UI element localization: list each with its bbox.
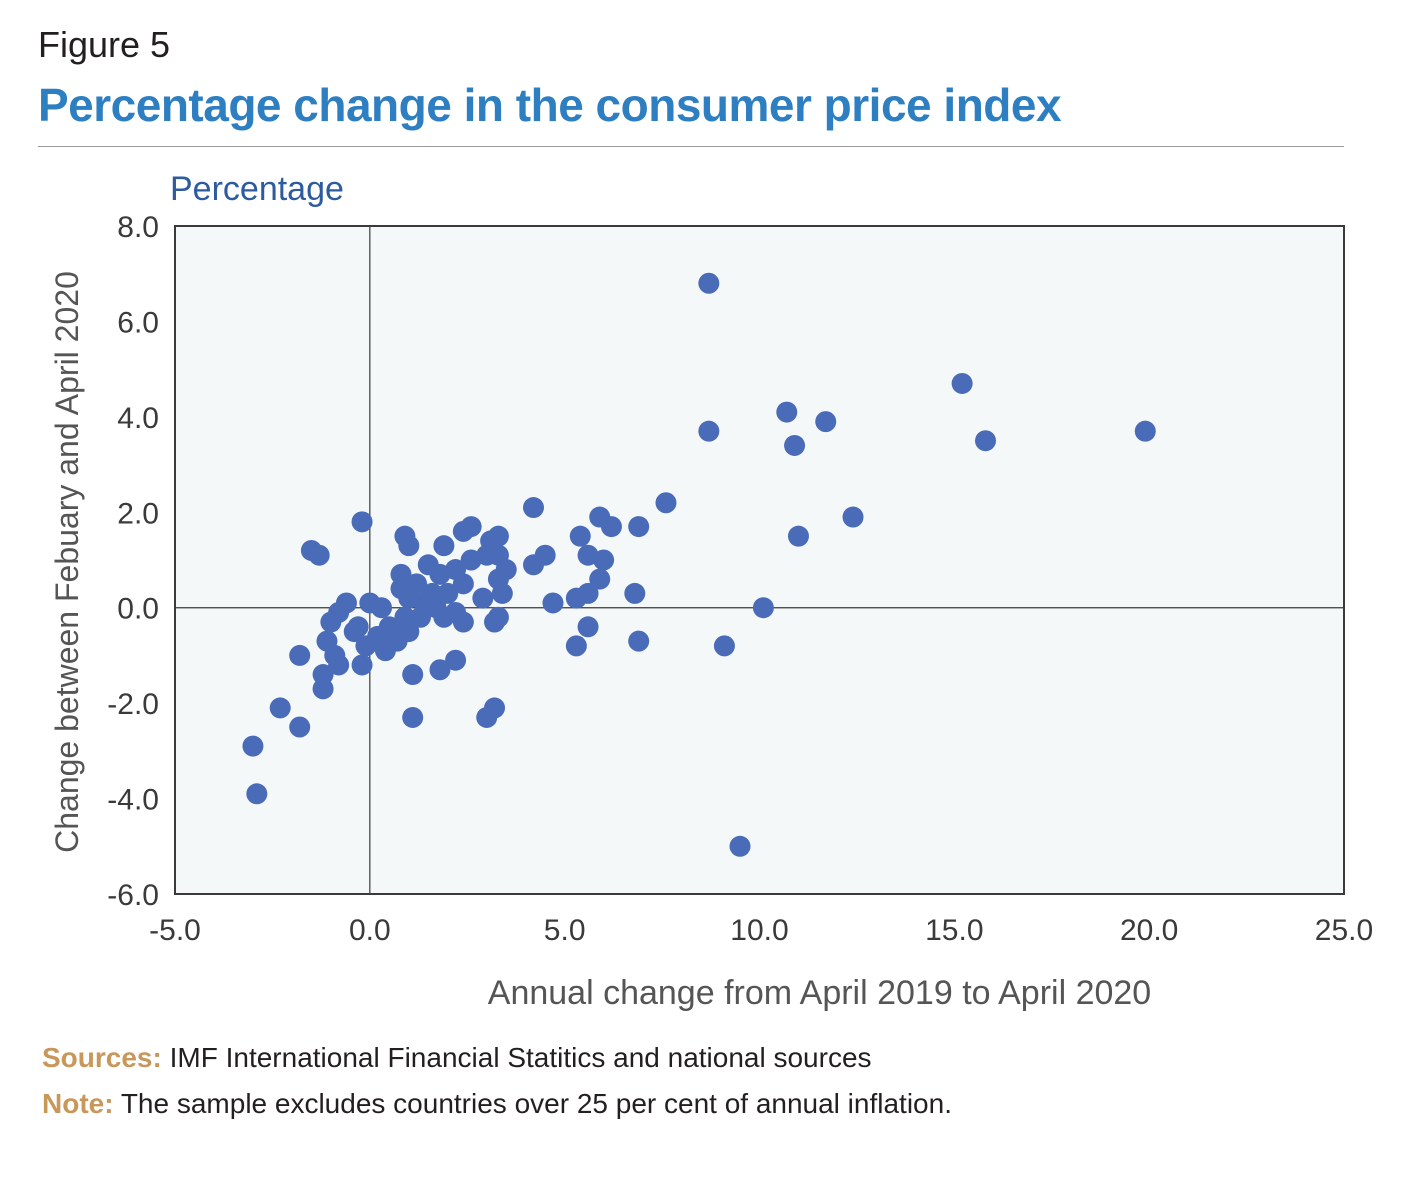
- data-point: [655, 492, 677, 514]
- data-point: [402, 664, 424, 686]
- data-point: [951, 372, 973, 394]
- sources-text: IMF International Financial Statitics an…: [161, 1042, 872, 1073]
- data-point: [491, 582, 513, 604]
- y-tick-label: -2.0: [107, 688, 159, 721]
- data-point: [577, 616, 599, 638]
- data-point: [269, 697, 291, 719]
- note-text: The sample excludes countries over 25 pe…: [113, 1088, 952, 1119]
- data-point: [343, 621, 365, 643]
- data-point: [476, 706, 498, 728]
- data-point: [569, 525, 591, 547]
- data-point: [776, 401, 798, 423]
- data-point: [355, 635, 377, 657]
- data-point: [351, 511, 373, 533]
- data-point: [698, 420, 720, 442]
- data-point: [522, 497, 544, 519]
- data-point: [600, 516, 622, 538]
- data-point: [484, 611, 506, 633]
- data-point: [593, 549, 615, 571]
- data-point: [624, 582, 646, 604]
- data-point: [842, 506, 864, 528]
- plot-area: [174, 225, 1345, 895]
- x-tick-label: 25.0: [1315, 914, 1373, 947]
- y-tick-label: 0.0: [117, 593, 159, 626]
- data-point: [452, 611, 474, 633]
- data-point: [698, 272, 720, 294]
- scatter-chart: -6.0 -4.0 -2.0 0.0 2.0 4.0 6.0 8.0 -5.0 0.0 5.0 10…: [49, 211, 1373, 1012]
- y-tick-label: 2.0: [117, 497, 159, 530]
- unit-label: Percentage: [170, 170, 344, 208]
- y-axis-ticks: -6.0 -4.0 -2.0 0.0 2.0 4.0 6.0 8.0: [107, 211, 159, 912]
- data-point: [565, 587, 587, 609]
- sources-footnote: Sources: IMF International Financial Sta…: [42, 1042, 872, 1074]
- data-point: [371, 597, 393, 619]
- data-point: [351, 654, 373, 676]
- data-point: [460, 549, 482, 571]
- note-footnote: Note: The sample excludes countries over…: [42, 1088, 952, 1120]
- title-divider: [38, 146, 1344, 147]
- data-point: [787, 525, 809, 547]
- data-point: [402, 706, 424, 728]
- x-tick-label: 20.0: [1120, 914, 1178, 947]
- data-point: [433, 535, 455, 557]
- y-tick-label: 4.0: [117, 402, 159, 435]
- figure-label: Figure 5: [38, 24, 171, 65]
- y-tick-label: -4.0: [107, 784, 159, 817]
- data-point: [1134, 420, 1156, 442]
- data-point: [289, 716, 311, 738]
- data-point: [374, 640, 396, 662]
- data-point: [437, 582, 459, 604]
- data-point: [452, 520, 474, 542]
- data-point: [522, 554, 544, 576]
- data-point: [729, 835, 751, 857]
- data-point: [433, 606, 455, 628]
- data-point: [289, 644, 311, 666]
- y-axis-label: Change between Febuary and April 2020: [49, 271, 85, 853]
- data-point: [589, 568, 611, 590]
- data-point: [312, 678, 334, 700]
- y-tick-label: 6.0: [117, 306, 159, 339]
- data-point: [542, 592, 564, 614]
- data-point: [308, 544, 330, 566]
- data-point: [398, 535, 420, 557]
- x-axis-ticks: -5.0 0.0 5.0 10.0 15.0 20.0 25.0: [149, 914, 1373, 947]
- data-point: [628, 630, 650, 652]
- data-point: [242, 735, 264, 757]
- x-tick-label: 5.0: [544, 914, 586, 947]
- x-tick-label: 15.0: [925, 914, 983, 947]
- data-point: [452, 573, 474, 595]
- data-point: [565, 635, 587, 657]
- sources-key: Sources:: [42, 1042, 162, 1073]
- data-point: [784, 434, 806, 456]
- note-key: Note:: [42, 1088, 114, 1119]
- x-tick-label: 10.0: [730, 914, 788, 947]
- y-tick-label: 8.0: [117, 211, 159, 244]
- y-tick-label: -6.0: [107, 879, 159, 912]
- data-point: [328, 654, 350, 676]
- data-point: [429, 659, 451, 681]
- data-point: [409, 606, 431, 628]
- data-point: [445, 649, 467, 671]
- data-points: [242, 272, 1156, 857]
- data-point: [752, 597, 774, 619]
- x-axis-label: Annual change from April 2019 to April 2…: [488, 974, 1151, 1012]
- data-point: [815, 411, 837, 433]
- data-point: [713, 635, 735, 657]
- data-point: [246, 783, 268, 805]
- data-point: [628, 516, 650, 538]
- figure-title: Percentage change in the consumer price …: [38, 79, 1062, 131]
- x-tick-label: 0.0: [349, 914, 391, 947]
- x-tick-label: -5.0: [149, 914, 201, 947]
- data-point: [975, 430, 997, 452]
- data-point: [472, 587, 494, 609]
- data-point: [320, 611, 342, 633]
- data-point: [429, 563, 451, 585]
